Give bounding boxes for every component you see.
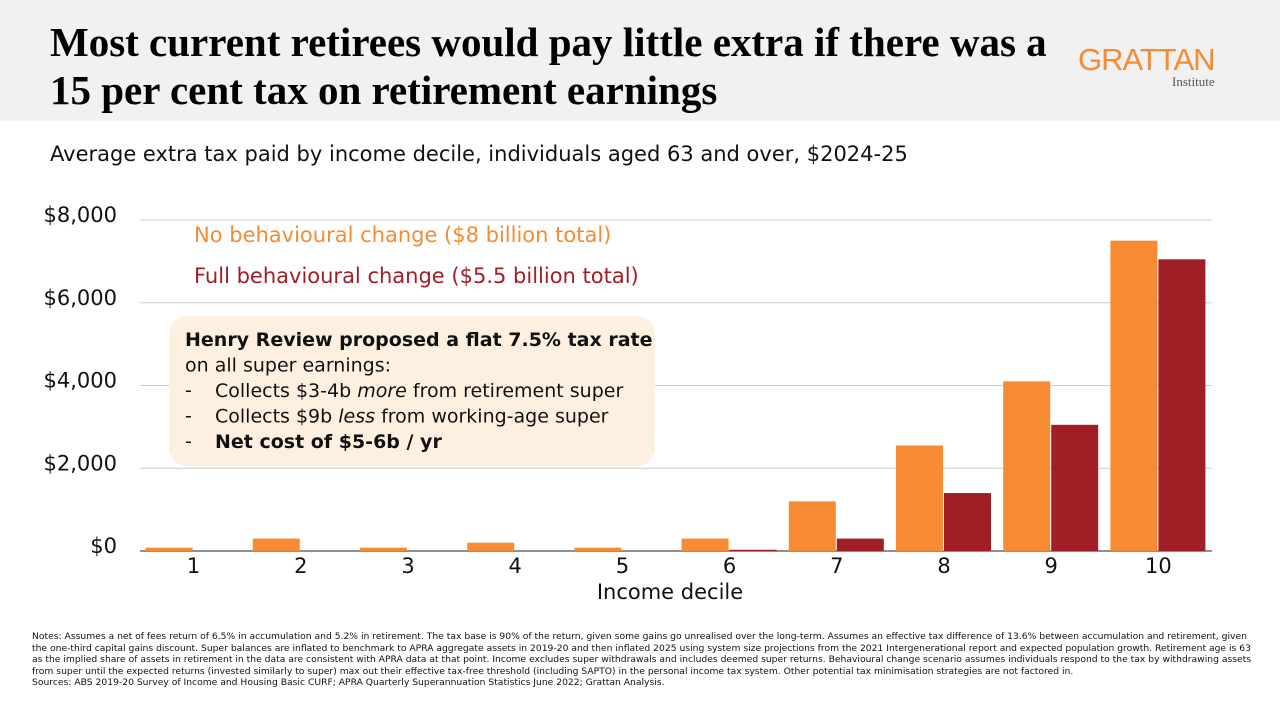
bar xyxy=(788,501,836,551)
annotation-text: from working-age super xyxy=(375,405,609,427)
y-tick-label: $4,000 xyxy=(44,369,117,393)
annotation-line: Net cost of $5-6b / yr xyxy=(215,431,442,453)
header: Most current retirees would pay little e… xyxy=(0,0,1280,121)
x-tick-label: 7 xyxy=(830,554,843,578)
bar xyxy=(729,549,777,551)
annotation-text: Net cost of $5-6b / yr xyxy=(215,431,442,453)
bar xyxy=(944,493,991,551)
x-tick-label: 9 xyxy=(1045,554,1058,578)
bar xyxy=(836,538,884,551)
annotation-text: on all super earnings: xyxy=(185,354,391,376)
bar xyxy=(1158,259,1206,551)
subtitle: Average extra tax paid by income decile,… xyxy=(50,142,908,166)
bar xyxy=(1110,240,1158,551)
brand-sub: Institute xyxy=(1172,74,1215,89)
brand-logo: GRATTAN xyxy=(1078,42,1216,77)
bar xyxy=(145,547,193,551)
x-tick-label: 4 xyxy=(509,554,522,578)
annotation-text: Henry Review proposed a flat 7.5% tax ra… xyxy=(185,329,653,351)
legend-entry: Full behavioural change ($5.5 billion to… xyxy=(194,264,639,288)
bar xyxy=(1003,381,1051,551)
bullet: - xyxy=(185,431,192,453)
annotation-line: Henry Review proposed a flat 7.5% tax ra… xyxy=(185,329,653,351)
y-tick-label: $6,000 xyxy=(44,286,117,310)
annotation-box xyxy=(169,316,655,466)
x-tick-label: 1 xyxy=(187,554,200,578)
x-tick-label: 8 xyxy=(937,554,950,578)
x-tick-label: 5 xyxy=(616,554,629,578)
annotation-text: Collects $9b xyxy=(215,405,338,427)
bar xyxy=(360,547,407,551)
bullet: - xyxy=(185,405,192,427)
notes: Notes: Assumes a net of fees return of 6… xyxy=(32,631,1252,689)
x-axis-label: Income decile xyxy=(597,580,743,604)
annotation-text: less xyxy=(338,405,375,427)
notes-text: Notes: Assumes a net of fees return of 6… xyxy=(32,631,1252,677)
bar xyxy=(467,542,515,551)
annotation-line: on all super earnings: xyxy=(185,354,391,376)
annotation-line: Collects $9b less from working-age super xyxy=(215,405,609,427)
bar xyxy=(252,538,300,551)
bar xyxy=(896,445,943,551)
annotation-line: Collects $3-4b more from retirement supe… xyxy=(215,380,623,402)
bar xyxy=(1051,424,1099,551)
x-tick-label: 6 xyxy=(723,554,736,578)
y-tick-label: $8,000 xyxy=(44,203,117,227)
bullet: - xyxy=(185,380,192,402)
x-tick-label: 2 xyxy=(294,554,307,578)
x-tick-label: 10 xyxy=(1145,554,1172,578)
x-tick-label: 3 xyxy=(401,554,414,578)
sources: Sources: ABS 2019-20 Survey of Income an… xyxy=(32,677,665,688)
y-tick-label: $2,000 xyxy=(44,451,117,475)
annotation-text: more xyxy=(357,380,407,402)
annotation-text: Collects $3-4b xyxy=(215,380,357,402)
y-tick-label: $0 xyxy=(90,534,117,558)
bar xyxy=(681,538,729,551)
legend-entry: No behavioural change ($8 billion total) xyxy=(194,223,611,247)
chart: Average extra tax paid by income decile,… xyxy=(44,142,1212,604)
bar xyxy=(574,547,622,551)
title: Most current retirees would pay little e… xyxy=(50,19,1047,113)
annotation-text: from retirement super xyxy=(407,380,624,402)
